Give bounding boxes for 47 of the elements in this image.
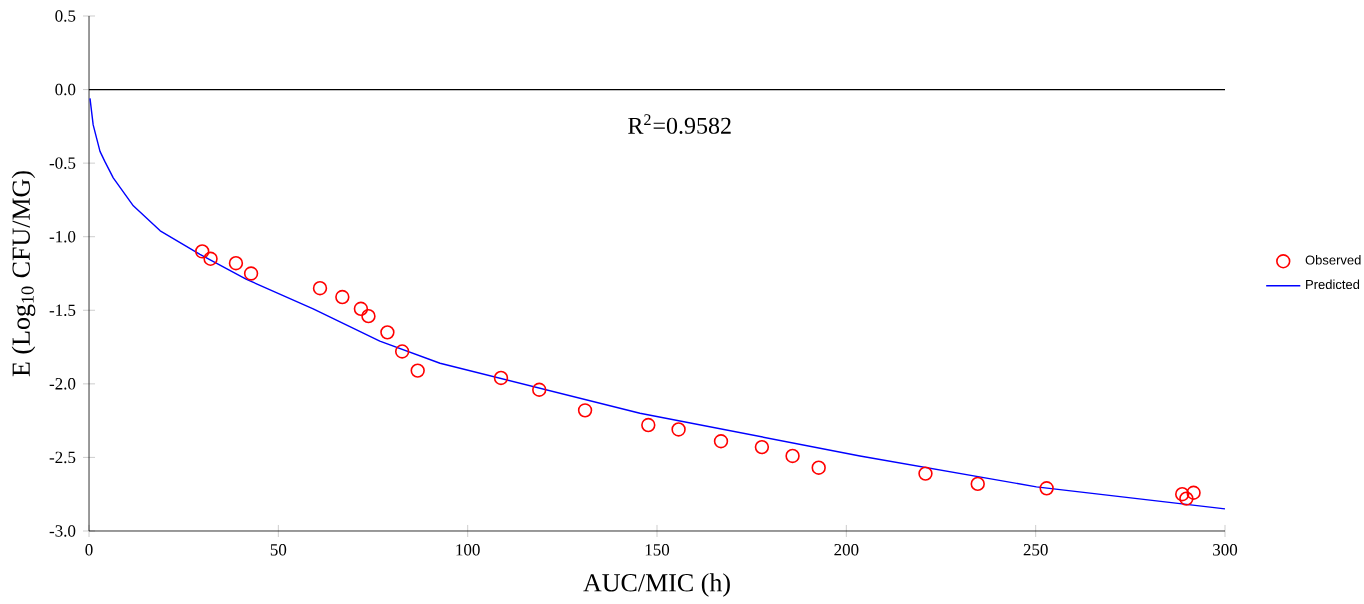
line-series xyxy=(89,97,1226,510)
y-tick-label: -2.0 xyxy=(49,378,76,390)
y-tick-label: 0.5 xyxy=(55,10,76,22)
point xyxy=(410,363,425,378)
point xyxy=(785,448,800,464)
x-tick-label: 0 xyxy=(85,544,93,556)
y-axis-title: E (Log$_{10}$ CFU/MG) xyxy=(11,171,36,377)
x-tick-label: 300 xyxy=(1213,544,1238,556)
x-axis-title: AUC/MIC (h) xyxy=(583,573,730,597)
y-tick-label: -1.5 xyxy=(49,304,76,317)
point xyxy=(195,244,210,259)
y-tick-label: -3.0 xyxy=(49,525,76,537)
point xyxy=(811,460,826,475)
x-tick-label: 100 xyxy=(456,544,480,556)
point xyxy=(312,281,328,296)
point xyxy=(1186,485,1201,500)
legend-label: Observed xyxy=(1305,255,1361,265)
point xyxy=(713,434,729,449)
y-tick-label: 0.0 xyxy=(55,83,76,96)
point xyxy=(361,308,376,324)
y-tick-label: -2.5 xyxy=(49,451,76,464)
point xyxy=(1179,491,1194,506)
x-tick-label: 200 xyxy=(834,544,859,556)
point xyxy=(970,476,985,492)
point xyxy=(394,344,410,359)
point xyxy=(577,403,593,418)
x-tick-label: 50 xyxy=(270,544,287,556)
point xyxy=(1175,487,1190,502)
point xyxy=(754,439,770,455)
point xyxy=(380,325,395,340)
point xyxy=(532,382,547,397)
point xyxy=(243,266,259,281)
point xyxy=(671,422,686,437)
x-tick-label: 150 xyxy=(645,544,670,556)
point xyxy=(918,466,933,481)
y-tick-label: -1.0 xyxy=(49,230,76,243)
y-tick-label: -0.5 xyxy=(49,157,76,169)
x-tick-label: 250 xyxy=(1023,544,1048,556)
point xyxy=(493,370,509,386)
point xyxy=(203,251,218,266)
point xyxy=(353,301,369,316)
point xyxy=(641,417,656,433)
point xyxy=(1039,481,1054,496)
point xyxy=(335,289,350,305)
legend-label: Predicted xyxy=(1306,279,1360,290)
point xyxy=(228,255,244,271)
annotation: R$^{2}$=0.9582 xyxy=(628,114,731,134)
